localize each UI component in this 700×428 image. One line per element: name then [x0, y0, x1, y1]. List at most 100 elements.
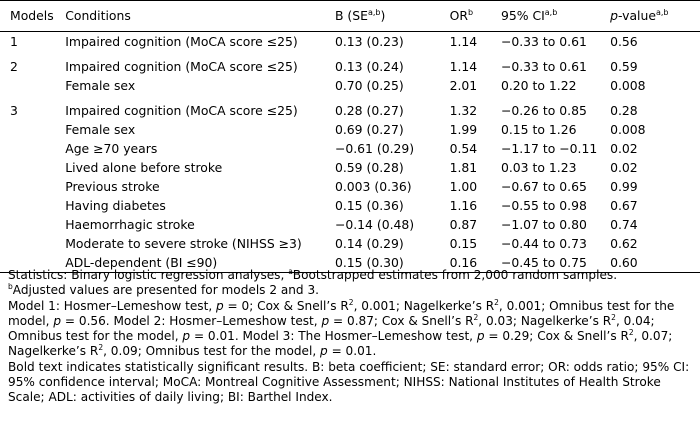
- cell-ci: 0.20 to 1.22: [500, 78, 577, 93]
- cell-ci: −0.67 to 0.65: [500, 179, 587, 194]
- cell-p-value: 0.28: [610, 103, 638, 118]
- cell-or: 1.32: [449, 103, 478, 118]
- cell-model: [0, 158, 65, 177]
- regression-table: Models Conditions B (SEa,b) ORb 95% CIa,…: [0, 0, 700, 273]
- cell-or: 2.01: [449, 78, 478, 93]
- cell-ci: −1.17 to −0.11: [500, 141, 598, 156]
- cell-or: 1.16: [449, 198, 478, 213]
- cell-or: 0.54: [449, 141, 478, 156]
- table-row: ADL-dependent (BI ≤90) 0.15 (0.30) 0.16 −0.…: [0, 253, 700, 273]
- cell-ci: −0.44 to 0.73: [500, 236, 587, 251]
- cell-model: [0, 76, 65, 95]
- cell-model: 3: [10, 103, 18, 118]
- cell-b-se: 0.70 (0.25): [334, 78, 404, 93]
- cell-b-se: −0.14 (0.48): [334, 217, 415, 232]
- table-row: Female sex 0.69 (0.27) 1.99 0.15 to 1.26 0.0…: [0, 120, 700, 139]
- cell-b-se: 0.69 (0.27): [334, 122, 404, 137]
- header-p-value: p-valuea,b: [610, 0, 700, 32]
- cell-condition: Lived alone before stroke: [65, 160, 223, 175]
- cell-p-value: 0.008: [610, 122, 646, 137]
- cell-or: 1.14: [449, 34, 478, 49]
- cell-or: 0.15: [449, 236, 478, 251]
- cell-p-value: 0.56: [610, 34, 638, 49]
- table-body: 1 Impaired cognition (MoCA score ≤25) 0.13…: [0, 32, 700, 273]
- table-row: Age ≥70 years −0.61 (0.29) 0.54 −1.17 to −0…: [0, 139, 700, 158]
- cell-b-se: 0.13 (0.23): [334, 34, 404, 49]
- cell-condition: Haemorrhagic stroke: [65, 217, 195, 232]
- cell-p-value: 0.99: [610, 179, 638, 194]
- cell-ci: −0.33 to 0.61: [500, 34, 587, 49]
- table-row: 3 Impaired cognition (MoCA score ≤25) 0.28…: [0, 101, 700, 120]
- cell-b-se: 0.13 (0.24): [334, 59, 404, 74]
- cell-or: 0.16: [449, 253, 501, 273]
- cell-b-se: 0.28 (0.27): [334, 103, 404, 118]
- cell-p-value: 0.74: [610, 217, 638, 232]
- cell-model: 2: [10, 59, 18, 74]
- cell-p-value: 0.62: [610, 236, 638, 251]
- cell-ci: 0.03 to 1.23: [500, 160, 577, 175]
- cell-condition: Having diabetes: [65, 198, 166, 213]
- cell-condition: ADL-dependent (BI ≤90): [65, 253, 335, 273]
- header-conditions: Conditions: [65, 0, 335, 32]
- cell-or: 1.99: [449, 122, 478, 137]
- cell-ci: −1.07 to 0.80: [500, 217, 587, 232]
- cell-p-value: 0.02: [610, 141, 638, 156]
- cell-or: 1.00: [449, 179, 478, 194]
- table-row: Previous stroke 0.003 (0.36) 1.00 −0.67 to …: [0, 177, 700, 196]
- header-or: ORb: [449, 0, 501, 32]
- table-row: Female sex 0.70 (0.25) 2.01 0.20 to 1.22 0.0…: [0, 76, 700, 95]
- cell-ci: −0.45 to 0.75: [500, 253, 611, 273]
- cell-condition: Impaired cognition (MoCA score ≤25): [65, 34, 298, 49]
- footnote-adjusted: bAdjusted values are presented for model…: [8, 282, 319, 298]
- header-ci: 95% CIa,b: [500, 0, 611, 32]
- cell-or: 0.87: [449, 217, 478, 232]
- cell-b-se: −0.61 (0.29): [334, 141, 415, 156]
- footnote-abbreviations: Bold text indicates statistically signif…: [8, 359, 690, 405]
- cell-model: 1: [10, 34, 18, 49]
- cell-model: [0, 215, 65, 234]
- table-header: Models Conditions B (SEa,b) ORb 95% CIa,…: [0, 0, 700, 32]
- table-row: Moderate to severe stroke (NIHSS ≥3) 0.14…: [0, 234, 700, 253]
- cell-ci: −0.55 to 0.98: [500, 198, 587, 213]
- table-row: Lived alone before stroke 0.59 (0.28) 1.81…: [0, 158, 700, 177]
- footnote-model-fit: Model 1: Hosmer–Lemeshow test, p = 0; Co…: [8, 297, 675, 359]
- cell-p-value: 0.008: [610, 78, 646, 93]
- footnote-statistics: Statistics: Binary logistic regression a…: [8, 267, 618, 282]
- cell-p-value: 0.59: [610, 59, 638, 74]
- cell-model: [0, 196, 65, 215]
- cell-or: 1.81: [449, 160, 478, 175]
- table-footnotes: Statistics: Binary logistic regression a…: [8, 268, 696, 406]
- cell-condition: Impaired cognition (MoCA score ≤25): [65, 103, 298, 118]
- cell-ci: 0.15 to 1.26: [500, 122, 577, 137]
- cell-model: [0, 120, 65, 139]
- cell-b-se: 0.14 (0.29): [334, 236, 404, 251]
- cell-condition: Impaired cognition (MoCA score ≤25): [65, 59, 298, 74]
- cell-p-value: 0.60: [610, 253, 700, 273]
- cell-model: [0, 177, 65, 196]
- cell-condition: Female sex: [65, 78, 136, 93]
- header-models: Models: [0, 0, 66, 32]
- cell-condition: Female sex: [65, 122, 136, 137]
- table-row: Haemorrhagic stroke −0.14 (0.48) 0.87 −1.07…: [0, 215, 700, 234]
- cell-model: [0, 234, 65, 253]
- table-row: Having diabetes 0.15 (0.36) 1.16 −0.55 to 0…: [0, 196, 700, 215]
- cell-condition: Age ≥70 years: [65, 141, 158, 156]
- cell-or: 1.14: [449, 59, 478, 74]
- header-row: Models Conditions B (SEa,b) ORb 95% CIa,…: [0, 0, 700, 32]
- cell-b-se: 0.003 (0.36): [334, 179, 412, 194]
- cell-p-value: 0.02: [610, 160, 638, 175]
- cell-b-se: 0.15 (0.30): [334, 253, 450, 273]
- cell-condition: Previous stroke: [65, 179, 160, 194]
- cell-b-se: 0.15 (0.36): [334, 198, 404, 213]
- table-row: 1 Impaired cognition (MoCA score ≤25) 0.13…: [0, 32, 700, 52]
- cell-ci: −0.26 to 0.85: [500, 103, 587, 118]
- table-row: 2 Impaired cognition (MoCA score ≤25) 0.13…: [0, 57, 700, 76]
- cell-ci: −0.33 to 0.61: [500, 59, 587, 74]
- cell-p-value: 0.67: [610, 198, 638, 213]
- cell-b-se: 0.59 (0.28): [334, 160, 404, 175]
- cell-condition: Moderate to severe stroke (NIHSS ≥3): [65, 236, 302, 251]
- header-b-se: B (SEa,b): [334, 0, 450, 32]
- cell-model: [0, 253, 66, 273]
- cell-model: [0, 139, 65, 158]
